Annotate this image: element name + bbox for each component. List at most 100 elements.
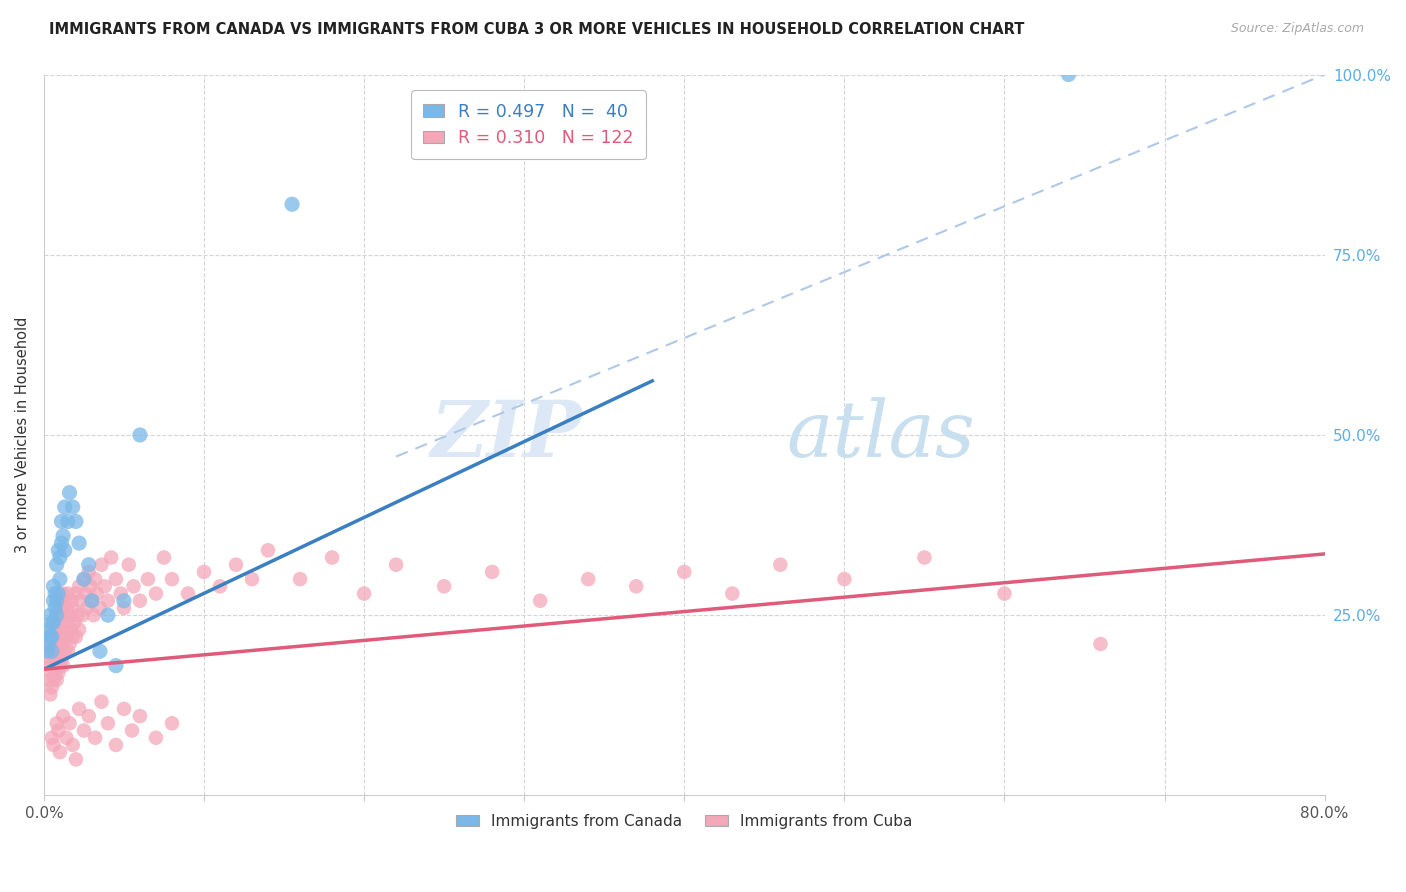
Point [56,586,79,600]
Point [39,630,62,644]
Point [67,579,90,593]
Point [46,665,69,680]
Point [84,731,107,745]
Point [193,565,215,579]
Point [121,723,143,738]
Point [73,572,96,586]
Point [49,745,72,759]
Point [288,572,311,586]
Point [77,565,100,579]
Point [51,601,73,615]
Point [67,536,90,550]
Point [69,593,91,607]
Point [45,673,67,687]
Point [35,644,58,658]
Point [41,680,63,694]
Point [529,593,551,607]
Point [67,702,90,716]
Point [53,500,76,514]
Point [97,716,120,731]
Point [834,572,856,586]
Point [41,731,63,745]
Point [62,601,84,615]
Point [576,572,599,586]
Point [46,644,69,658]
Point [281,197,304,211]
Point [86,586,108,600]
Point [93,579,115,593]
Point [257,543,280,558]
Point [41,665,63,680]
Point [56,515,79,529]
Point [44,586,66,600]
Point [83,608,105,623]
Point [433,579,456,593]
Point [100,550,122,565]
Point [73,723,96,738]
Point [80,593,103,607]
Point [53,543,76,558]
Point [72,608,94,623]
Point [58,485,80,500]
Text: atlas: atlas [787,397,976,473]
Legend: Immigrants from Canada, Immigrants from Cuba: Immigrants from Canada, Immigrants from … [450,807,918,835]
Point [67,623,90,637]
Point [1057,68,1080,82]
Y-axis label: 3 or more Vehicles in Household: 3 or more Vehicles in Household [15,317,30,553]
Point [39,658,62,673]
Point [321,550,343,565]
Point [45,593,67,607]
Point [46,723,69,738]
Point [45,716,67,731]
Point [41,644,63,658]
Point [53,623,76,637]
Point [39,637,62,651]
Point [66,608,89,623]
Point [52,658,75,673]
Point [84,572,107,586]
Point [65,752,87,766]
Point [112,593,135,607]
Text: ZIP: ZIP [430,397,582,474]
Point [385,558,408,572]
Point [79,579,101,593]
Point [118,558,141,572]
Point [112,702,135,716]
Point [912,550,935,565]
Text: Source: ZipAtlas.com: Source: ZipAtlas.com [1230,22,1364,36]
Point [145,586,167,600]
Point [90,695,112,709]
Point [104,738,127,752]
Point [58,637,80,651]
Point [53,644,76,658]
Point [129,428,152,442]
Point [1090,637,1112,651]
Point [89,601,111,615]
Point [38,623,60,637]
Point [177,586,200,600]
Point [62,738,84,752]
Point [41,644,63,658]
Point [41,615,63,630]
Point [42,579,65,593]
Point [993,586,1015,600]
Point [56,644,79,658]
Point [44,644,66,658]
Point [90,558,112,572]
Point [76,601,98,615]
Point [65,515,87,529]
Point [55,601,77,615]
Point [129,593,152,607]
Point [52,637,75,651]
Point [52,608,75,623]
Point [145,731,167,745]
Point [38,673,60,687]
Point [42,630,65,644]
Point [42,651,65,665]
Point [673,565,696,579]
Point [110,586,132,600]
Point [38,651,60,665]
Point [55,731,77,745]
Point [481,565,503,579]
Point [160,716,183,731]
